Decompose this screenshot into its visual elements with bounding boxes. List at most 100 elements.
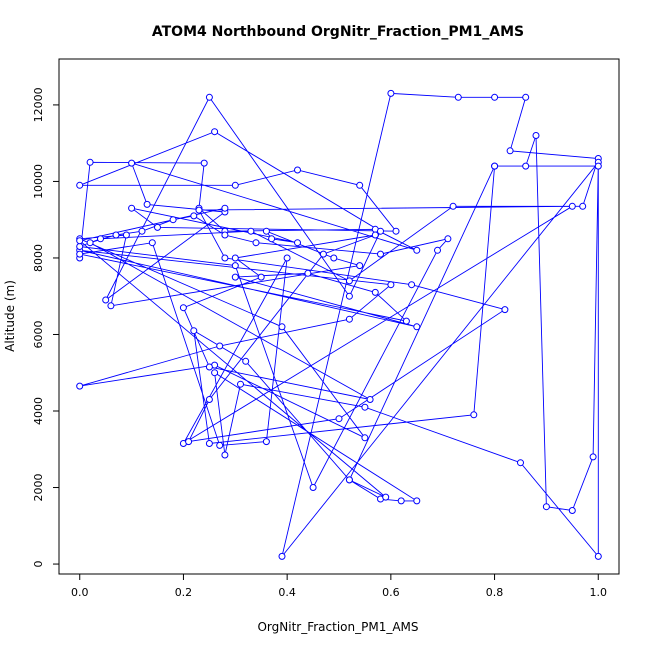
data-point: [128, 204, 136, 212]
data-point: [371, 288, 379, 296]
data-point: [366, 396, 374, 403]
data-point: [179, 304, 187, 312]
data-point: [371, 231, 379, 239]
data-point: [154, 223, 161, 231]
data-point: [330, 254, 338, 262]
data-point: [190, 212, 198, 220]
data-point: [356, 262, 364, 270]
plot-area: [76, 89, 602, 560]
data-point: [143, 200, 151, 208]
data-point: [237, 380, 244, 388]
y-axis: 0 2000 4000 6000 8000 10000 12000: [32, 87, 59, 568]
data-point: [86, 239, 94, 247]
data-point: [112, 231, 120, 239]
x-tick-label: 0.6: [382, 586, 400, 599]
data-point: [387, 281, 395, 289]
data-point: [283, 254, 291, 262]
data-point: [542, 503, 550, 511]
data-point: [309, 484, 317, 491]
data-point: [345, 476, 353, 484]
data-point: [231, 262, 239, 270]
data-point: [86, 158, 94, 166]
data-point: [221, 254, 229, 262]
data-point: [345, 277, 353, 285]
plot-frame: [58, 58, 620, 575]
y-tick-label: 0: [32, 561, 45, 568]
data-point: [205, 396, 213, 403]
chart-title: ATOM4 Northbound OrgNitr_Fraction_PM1_AM…: [152, 24, 524, 40]
data-point: [231, 254, 239, 262]
data-point: [294, 239, 301, 247]
data-point: [434, 246, 441, 254]
data-point: [231, 181, 239, 189]
data-point: [190, 327, 198, 335]
data-point: [107, 302, 115, 310]
data-point: [470, 411, 478, 419]
data-point: [387, 89, 395, 97]
data-point: [205, 93, 213, 101]
data-point: [377, 250, 384, 258]
data-point: [221, 204, 229, 212]
data-point: [252, 239, 260, 247]
data-point: [221, 451, 229, 459]
data-point: [76, 181, 84, 189]
data-point: [345, 292, 353, 300]
data-point: [76, 382, 84, 390]
data-point: [361, 434, 369, 442]
data-point: [568, 202, 576, 210]
x-tick-label: 1.0: [590, 586, 608, 599]
data-point: [200, 159, 208, 167]
data-point: [408, 281, 416, 289]
data-point: [356, 181, 364, 189]
data-point: [205, 440, 213, 447]
x-tick-label: 0.4: [278, 586, 296, 599]
data-point: [221, 231, 229, 239]
data-point: [532, 132, 540, 139]
data-point: [345, 315, 353, 323]
data-point: [169, 216, 177, 224]
data-point: [568, 507, 576, 514]
data-point: [522, 93, 530, 101]
data-point: [319, 250, 327, 258]
data-point: [128, 159, 136, 167]
data-point: [138, 227, 146, 235]
data-point: [205, 363, 213, 371]
data-point: [185, 438, 193, 446]
x-tick-label: 0.0: [71, 586, 89, 599]
data-point: [211, 369, 219, 377]
y-tick-label: 2000: [32, 474, 45, 502]
data-point: [413, 246, 421, 254]
data-point: [97, 235, 104, 243]
data-point: [413, 323, 421, 331]
data-point: [506, 147, 514, 155]
data-point: [589, 453, 597, 461]
data-point: [402, 317, 410, 325]
data-point: [148, 239, 156, 247]
data-point: [449, 202, 457, 210]
data-point: [294, 166, 301, 174]
data-point: [579, 202, 587, 210]
y-tick-label: 4000: [32, 397, 45, 425]
data-point: [491, 93, 499, 101]
data-point: [262, 438, 270, 446]
data-point: [211, 128, 219, 136]
data-point: [361, 403, 369, 411]
data-point: [257, 273, 265, 281]
data-point: [278, 323, 286, 331]
data-point: [335, 415, 343, 423]
data-point: [413, 497, 421, 505]
data-point: [76, 250, 84, 258]
y-tick-label: 10000: [32, 164, 45, 199]
data-point: [522, 162, 530, 170]
data-point: [216, 342, 224, 350]
data-point: [262, 227, 270, 235]
data-point: [216, 441, 224, 449]
data-point: [491, 162, 499, 170]
data-point: [76, 243, 84, 250]
x-axis-label: OrgNitr_Fraction_PM1_AMS: [257, 620, 418, 634]
data-point: [377, 227, 384, 235]
data-point: [247, 227, 255, 235]
data-point: [501, 306, 509, 314]
